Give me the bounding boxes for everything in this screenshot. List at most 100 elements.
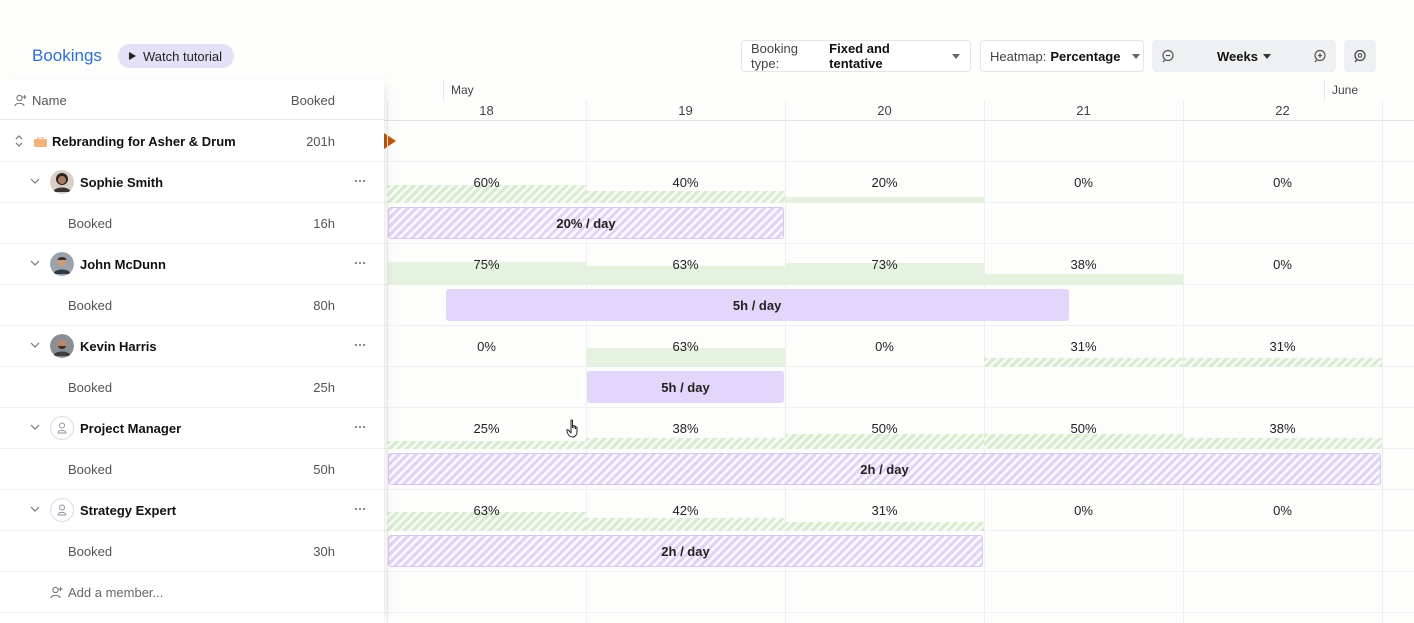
heatmap-cell[interactable]: 75% [387, 244, 586, 285]
heatmap-cell[interactable]: 50% [785, 408, 984, 449]
booked-hours: 25h [313, 380, 335, 395]
month-separator [1324, 80, 1325, 100]
list-header: Name Booked [0, 80, 384, 120]
chevron-down-icon[interactable] [30, 423, 40, 431]
heatmap-percent: 63% [672, 257, 699, 272]
more-options-icon[interactable] [355, 508, 365, 510]
zoom-out-button[interactable] [1152, 40, 1184, 72]
name-column-header[interactable]: Name [14, 93, 67, 108]
heatmap-cell[interactable]: 63% [586, 244, 785, 285]
heatmap-percent: 63% [672, 339, 699, 354]
more-options-icon[interactable] [355, 180, 365, 182]
more-options-icon[interactable] [355, 344, 365, 346]
heatmap-cell[interactable]: 63% [387, 490, 586, 531]
heatmap-percent: 31% [1070, 339, 1097, 354]
add-member-button[interactable]: Add a member... [50, 585, 163, 600]
heatmap-cell[interactable]: 0% [387, 326, 586, 367]
booking-bar[interactable]: 2h / day [388, 535, 983, 567]
heatmap-cell[interactable]: 31% [984, 326, 1183, 367]
member-row[interactable]: Sophie Smith [0, 162, 384, 203]
more-options-icon[interactable] [355, 426, 365, 428]
heatmap-cell[interactable]: 50% [984, 408, 1183, 449]
booked-label: Booked [68, 544, 113, 559]
heatmap-cell[interactable]: 0% [1183, 162, 1382, 203]
member-row[interactable]: Project Manager [0, 408, 384, 449]
timeline-grid[interactable]: May June 18 19 20 21 22 60% 40% 20% 0% 0% 20%… [384, 80, 1414, 623]
heatmap-fill [785, 263, 984, 285]
booking-bar-label: 2h / day [860, 461, 909, 477]
day-label: 18 [479, 103, 494, 118]
zoom-level-select[interactable]: Weeks [1184, 49, 1304, 64]
booked-column-header: Booked [290, 93, 335, 108]
heatmap-percent: 50% [1070, 421, 1097, 436]
heatmap-cell[interactable]: 0% [984, 490, 1183, 531]
heatmap-percent: 50% [871, 421, 898, 436]
heatmap-percent: 73% [871, 257, 898, 272]
heatmap-cell[interactable]: 38% [586, 408, 785, 449]
page-title: Bookings [32, 46, 102, 65]
booking-row: Booked 50h [0, 449, 384, 490]
booking-bar[interactable]: 5h / day [587, 371, 784, 403]
heatmap-percent: 38% [1269, 421, 1296, 436]
heatmap-cell[interactable]: 0% [1183, 490, 1382, 531]
booking-bar-label: 5h / day [661, 379, 710, 395]
placeholder-avatar [50, 498, 74, 522]
booked-hours: 30h [313, 544, 335, 559]
chevron-down-icon[interactable] [30, 341, 40, 349]
member-name: Sophie Smith [80, 175, 164, 190]
heatmap-percent: 75% [473, 257, 500, 272]
avatar [50, 334, 74, 358]
heatmap-percent: 0% [1074, 503, 1093, 518]
heatmap-cell[interactable]: 38% [984, 244, 1183, 285]
project-row[interactable]: Rebranding for Asher & Drum 201h [0, 121, 384, 162]
heatmap-percent: 25% [473, 421, 500, 436]
heatmap-cell[interactable]: 25% [387, 408, 586, 449]
booked-hours: 50h [313, 462, 335, 477]
heatmap-percent: 0% [477, 339, 496, 354]
watch-tutorial-button[interactable]: Watch tutorial [118, 44, 234, 68]
caret-down-icon [952, 53, 960, 59]
heatmap-percent: 0% [875, 339, 894, 354]
heatmap-cell[interactable]: 63% [586, 326, 785, 367]
chevron-down-icon[interactable] [30, 259, 40, 267]
heatmap-value: Percentage [1050, 48, 1121, 64]
heatmap-fill [1183, 358, 1382, 367]
heatmap-cell[interactable]: 42% [586, 490, 785, 531]
chevron-down-icon[interactable] [30, 177, 40, 185]
heatmap-fill [785, 197, 984, 203]
heatmap-percent: 0% [1273, 175, 1292, 190]
booking-bar[interactable]: 20% / day [388, 207, 784, 239]
booking-row: Booked 30h [0, 531, 384, 572]
member-row[interactable]: Kevin Harris [0, 326, 384, 367]
heatmap-cell[interactable]: 0% [1183, 244, 1382, 285]
search-button[interactable] [1344, 40, 1376, 72]
heatmap-cell[interactable]: 31% [1183, 326, 1382, 367]
heatmap-cell[interactable]: 40% [586, 162, 785, 203]
heatmap-select[interactable]: Heatmap: Percentage [980, 40, 1144, 72]
booking-bar[interactable]: 2h / day [388, 453, 1381, 485]
row-divider [384, 612, 1414, 613]
heatmap-cell[interactable]: 0% [984, 162, 1183, 203]
project-name: Rebranding for Asher & Drum [52, 134, 236, 149]
expand-collapse-icon[interactable] [14, 134, 24, 148]
heatmap-cell[interactable]: 60% [387, 162, 586, 203]
member-row[interactable]: Strategy Expert [0, 490, 384, 531]
hand-cursor-icon [566, 419, 578, 438]
heatmap-cell[interactable]: 38% [1183, 408, 1382, 449]
zoom-in-button[interactable] [1304, 40, 1336, 72]
name-column-label: Name [32, 93, 67, 108]
booking-type-select[interactable]: Booking type: Fixed and tentative [741, 40, 971, 72]
heatmap-cell[interactable]: 31% [785, 490, 984, 531]
heatmap-cell[interactable]: 20% [785, 162, 984, 203]
heatmap-fill [1183, 438, 1382, 449]
booking-bar[interactable]: 5h / day [445, 289, 1069, 321]
heatmap-cell[interactable]: 73% [785, 244, 984, 285]
row-divider [384, 325, 1414, 326]
heatmap-percent: 63% [473, 503, 500, 518]
placeholder-avatar [50, 416, 74, 440]
add-member-label: Add a member... [68, 585, 164, 600]
heatmap-cell[interactable]: 0% [785, 326, 984, 367]
member-row[interactable]: John McDunn [0, 244, 384, 285]
more-options-icon[interactable] [355, 262, 365, 264]
chevron-down-icon[interactable] [30, 505, 40, 513]
